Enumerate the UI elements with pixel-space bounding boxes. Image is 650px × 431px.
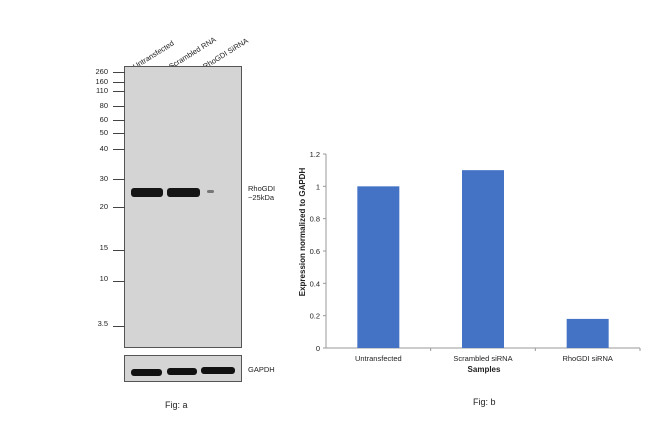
figure-a-caption: Fig: a [165,400,188,410]
mw-marker-160: 160 [95,77,108,86]
y-tick-label: 0 [316,344,320,353]
y-tick-label: 0.6 [310,247,320,256]
mw-tick [113,106,125,107]
x-axis-title: Samples [468,365,501,374]
mw-marker-80: 80 [99,101,108,110]
mw-marker-20: 20 [99,202,108,211]
bar [357,186,400,348]
y-tick-label: 0.8 [310,215,320,224]
band-scrambled-rna [167,188,200,197]
y-tick-label: 0.4 [310,279,320,288]
band-label-size: ~25kDa [248,193,275,202]
mw-marker-60: 60 [99,115,108,124]
y-tick-label: 0.2 [310,312,320,321]
gapdh-band-rhogdi-sirna [201,367,235,374]
mw-marker-40: 40 [99,144,108,153]
main-blot-panel [124,66,242,348]
band-untransfected [131,188,163,197]
bar [566,318,609,348]
mw-tick [113,133,125,134]
mw-marker-30: 30 [99,174,108,183]
mw-tick [113,149,125,150]
band-label-rhogdi: RhoGDI [248,184,276,193]
mw-tick [113,281,125,282]
mw-marker-10: 10 [99,274,108,283]
mw-tick [113,120,125,121]
mw-tick [113,179,125,180]
x-tick-label: Untransfected [355,354,402,363]
x-tick-label: RhoGDI siRNA [562,354,612,363]
gapdh-band-scrambled-rna [167,368,197,375]
mw-marker-260: 260 [95,67,108,76]
mw-tick [113,207,125,208]
figure-b-caption: Fig: b [473,397,496,407]
mw-tick [113,82,125,83]
gapdh-label: GAPDH [248,365,275,374]
mw-tick [113,91,125,92]
mw-marker-15: 15 [99,243,108,252]
mw-marker-110: 110 [96,86,108,95]
y-axis-title: Expression normalized to GAPDH [298,168,307,297]
mw-tick [113,250,125,251]
band-rhogdi-sirna [207,190,214,193]
y-tick-label: 1.2 [310,150,320,159]
y-tick-label: 1 [316,182,320,191]
mw-marker-3-5: 3.5 [97,319,108,328]
mw-marker-50: 50 [99,128,108,137]
mw-tick [113,72,125,73]
bar [462,170,504,348]
gapdh-band-untransfected [131,369,162,376]
mw-tick [113,326,125,327]
x-tick-label: Scrambled siRNA [453,354,512,363]
